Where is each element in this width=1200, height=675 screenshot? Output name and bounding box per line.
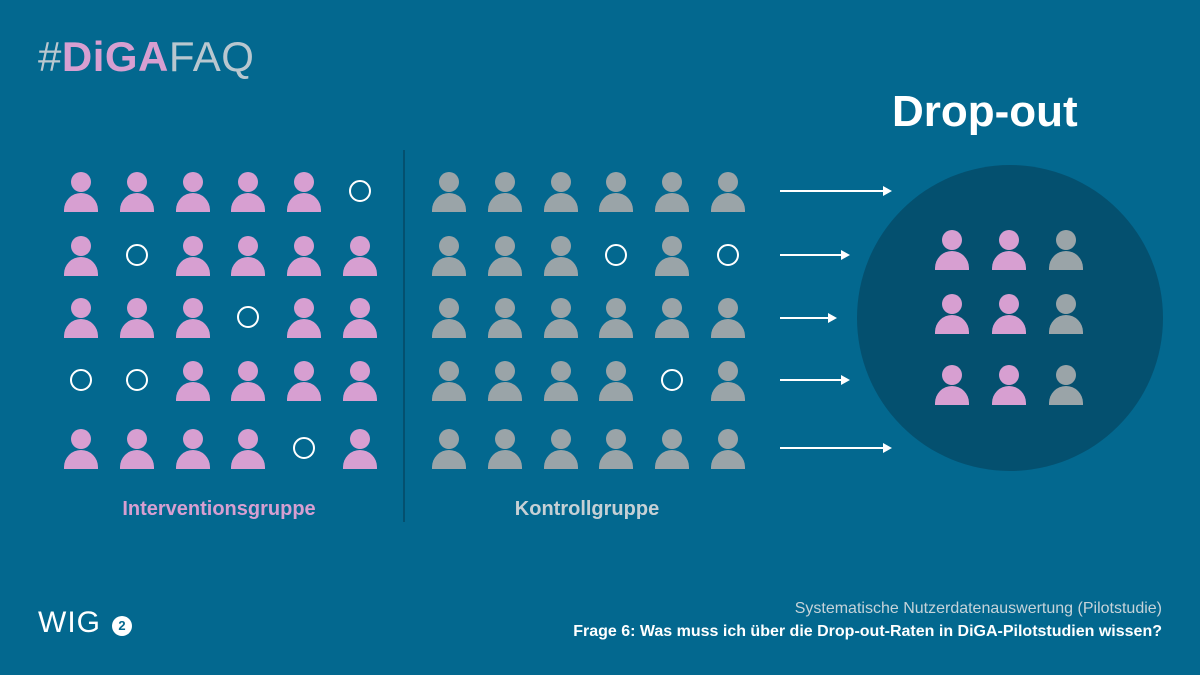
person-icon [543,298,578,340]
person-icon [432,298,466,340]
empty-circle-icon [655,361,689,403]
person-icon [231,172,266,214]
person-icon [935,294,969,336]
person-icon [287,361,322,403]
person-icon [1049,365,1083,407]
person-icon [231,236,266,278]
person-icon [119,429,154,471]
person-icon [231,429,266,471]
dropout-title: Drop-out [892,87,1078,136]
wig-logo-badge: 2 [112,616,132,636]
person-icon [287,172,322,214]
person-icon [343,236,377,278]
footer-subtitle: Systematische Nutzerdatenauswertung (Pil… [794,600,1162,617]
empty-circle-icon [343,172,377,214]
person-icon [64,236,98,278]
person-icon [599,429,634,471]
person-icon [487,429,522,471]
person-icon [64,172,98,214]
person-icon [1049,294,1083,336]
hashtag-diga: DiGA [61,33,169,80]
person-icon [487,298,522,340]
person-icon [543,361,578,403]
person-icon [599,172,634,214]
person-icon [287,298,322,340]
hashtag-title: #DiGAFAQ [38,36,254,78]
group-divider [403,150,405,522]
arrow-icon [780,250,850,260]
person-icon [599,298,634,340]
person-icon [655,429,690,471]
person-icon [992,294,1026,336]
person-icon [287,236,322,278]
person-icon [487,236,522,278]
empty-circle-icon [64,361,98,403]
person-icon [343,429,377,471]
person-icon [599,361,634,403]
person-icon [343,361,377,403]
person-icon [935,230,969,272]
empty-circle-icon [287,429,321,471]
arrow-icon [780,186,892,196]
person-icon [655,298,690,340]
person-icon [935,365,969,407]
person-icon [175,298,210,340]
person-icon [655,236,690,278]
person-icon [543,236,578,278]
intervention-group-label: Interventionsgruppe [122,498,316,520]
arrow-icon [780,313,837,323]
person-icon [64,298,98,340]
person-icon [231,361,266,403]
person-icon [175,236,210,278]
person-icon [64,429,98,471]
empty-circle-icon [711,236,745,278]
person-icon [655,172,690,214]
arrow-icon [780,443,892,453]
empty-circle-icon [231,298,265,340]
person-icon [711,298,745,340]
person-icon [175,172,210,214]
person-icon [992,365,1026,407]
person-icon [543,429,578,471]
person-icon [175,361,210,403]
person-icon [487,361,522,403]
person-icon [432,236,466,278]
person-icon [343,298,377,340]
empty-circle-icon [120,236,154,278]
person-icon [432,172,466,214]
wig-logo: WIG [38,606,101,639]
person-icon [119,298,154,340]
hashtag-hash: # [38,33,62,80]
empty-circle-icon [120,361,154,403]
person-icon [1049,230,1083,272]
person-icon [432,361,466,403]
empty-circle-icon [599,236,633,278]
person-icon [432,429,466,471]
person-icon [543,172,578,214]
person-icon [487,172,522,214]
control-group-label: Kontrollgruppe [514,498,660,520]
person-icon [119,172,154,214]
person-icon [175,429,210,471]
person-icon [711,172,745,214]
person-icon [711,429,745,471]
footer-question: Frage 6: Was muss ich über die Drop-out-… [573,623,1162,640]
person-icon [992,230,1026,272]
arrow-icon [780,375,850,385]
person-icon [711,361,745,403]
hashtag-faq: FAQ [168,33,255,80]
